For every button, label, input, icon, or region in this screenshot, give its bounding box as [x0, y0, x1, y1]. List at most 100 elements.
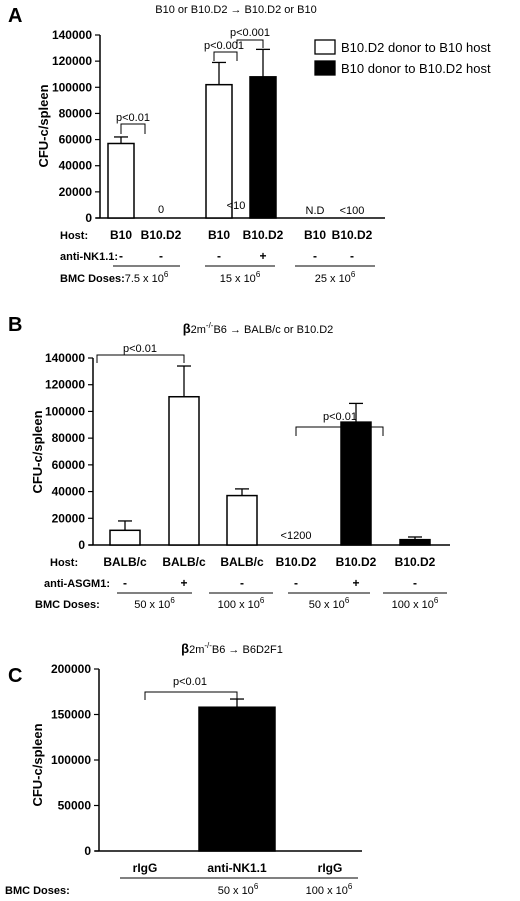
dose-label: 100 x 106	[218, 596, 265, 611]
significance-label: p<0.01	[116, 112, 150, 124]
dose-label: 15 x 106	[220, 270, 261, 285]
row-label-bmc: BMC Doses:	[5, 885, 70, 897]
row-label-bmc: BMC Doses:	[60, 273, 125, 285]
significance-label: p<0.01	[123, 343, 157, 355]
value-annotation: <10	[227, 200, 246, 212]
chart-title: β2m-/-B6 → BALB/c or B10.D2	[183, 321, 334, 336]
row-label-treatment: anti-ASGM1:	[44, 578, 110, 590]
category-label: BALB/c	[162, 555, 206, 569]
value-annotation: <1200	[281, 530, 312, 542]
y-tick-label: 100000	[45, 404, 85, 418]
y-tick-label: 150000	[51, 708, 91, 722]
y-tick-label: 120000	[45, 378, 85, 392]
panel-a: A B10 or B10.D2 → B10.D2 or B10 CFU-c/sp…	[8, 4, 491, 285]
dose-groups: 7.5 x 106 15 x 106 25 x 106	[113, 265, 375, 285]
y-tick-label: 60000	[52, 458, 86, 472]
category-label: anti-NK1.1	[207, 861, 267, 875]
bar	[226, 494, 258, 546]
host-labels: B10 B10.D2 B10 B10.D2 B10 B10.D2	[110, 228, 373, 242]
bar	[205, 83, 233, 219]
y-tick-label: 60000	[59, 133, 93, 147]
treatment-mark: -	[119, 249, 123, 263]
y-tick-label: 0	[84, 844, 91, 858]
treatment-mark: +	[259, 249, 266, 263]
y-tick-label: 20000	[52, 511, 86, 525]
panel-b: B β2m-/-B6 → BALB/c or B10.D2 CFU-c/sple…	[8, 314, 450, 611]
category-label: B10	[208, 228, 230, 242]
category-label: B10	[304, 228, 326, 242]
dose-label: 7.5 x 106	[125, 270, 169, 285]
panel-letter: C	[8, 665, 22, 687]
y-tick-label: 20000	[59, 185, 93, 199]
treatment-mark: -	[123, 576, 127, 590]
category-label: B10.D2	[276, 555, 317, 569]
y-tick-label: 200000	[51, 662, 91, 676]
dose-label: 50 x 106	[309, 596, 350, 611]
treatment-labels: - - - + - -	[119, 249, 354, 263]
legend-entry: B10.D2 donor to B10 host	[341, 40, 491, 55]
bar	[168, 395, 200, 546]
panel-letter: A	[8, 5, 22, 27]
y-axis-label: CFU-c/spleen	[36, 84, 51, 167]
y-tick-label: 80000	[52, 431, 86, 445]
y-tick-label: 80000	[59, 106, 93, 120]
category-label: B10.D2	[332, 228, 373, 242]
bar	[198, 706, 276, 852]
bars	[198, 698, 276, 852]
category-label: B10.D2	[395, 555, 436, 569]
value-annotation: N.D	[306, 205, 325, 217]
panel-c: C β2m-/-B6 → B6D2F1 CFU-c/spleen 0 50000 1…	[5, 641, 362, 897]
bars	[107, 48, 277, 219]
row-label-treatment: anti-NK1.1:	[60, 251, 118, 263]
legend-swatch-filled	[314, 60, 336, 76]
dose-groups: 50 x 106 100 x 106	[120, 877, 358, 897]
category-labels: rIgG anti-NK1.1 rIgG	[133, 861, 343, 875]
bar	[340, 421, 372, 546]
panel-letter: B	[8, 314, 22, 336]
category-label: B10.D2	[141, 228, 182, 242]
row-label-bmc: BMC Doses:	[35, 599, 100, 611]
y-ticks: 0 20000 40000 60000 80000 100000 120000 140000	[52, 28, 100, 225]
bar	[107, 142, 135, 219]
y-tick-label: 120000	[52, 54, 92, 68]
significance-bracket	[144, 691, 238, 700]
treatment-mark: +	[352, 576, 359, 590]
y-tick-label: 40000	[59, 159, 93, 173]
y-axis-label: CFU-c/spleen	[30, 410, 45, 493]
significance-bracket	[96, 354, 185, 363]
category-label: rIgG	[318, 861, 343, 875]
treatment-mark: -	[240, 576, 244, 590]
y-tick-label: 140000	[52, 28, 92, 42]
bar	[249, 76, 277, 219]
treatment-mark: -	[350, 249, 354, 263]
category-label: BALB/c	[220, 555, 264, 569]
significance-label: p<0.001	[230, 27, 270, 39]
y-ticks: 0 50000 100000 150000 200000	[51, 662, 99, 858]
dose-label: 100 x 106	[306, 882, 353, 897]
row-label-host: Host:	[50, 557, 78, 569]
treatment-labels: - + - - + -	[123, 576, 417, 590]
category-label: rIgG	[133, 861, 158, 875]
category-label: B10	[110, 228, 132, 242]
value-annotation: <100	[340, 205, 365, 217]
treatment-mark: -	[294, 576, 298, 590]
dose-label: 50 x 106	[218, 882, 259, 897]
y-tick-label: 0	[78, 538, 85, 552]
legend-swatch-open	[314, 39, 336, 55]
significance-bracket	[295, 426, 384, 436]
category-label: BALB/c	[103, 555, 147, 569]
category-label: B10.D2	[243, 228, 284, 242]
y-ticks: 0 20000 40000 60000 80000 100000 120000 140000	[45, 351, 93, 552]
treatment-mark: -	[313, 249, 317, 263]
dose-label: 25 x 106	[315, 270, 356, 285]
y-tick-label: 0	[85, 211, 92, 225]
treatment-mark: -	[159, 249, 163, 263]
bar	[399, 538, 431, 546]
bars	[109, 365, 431, 546]
treatment-mark: -	[217, 249, 221, 263]
significance-label: p<0.001	[204, 40, 244, 52]
y-tick-label: 50000	[58, 799, 92, 813]
row-label-host: Host:	[60, 230, 88, 242]
significance-bracket	[120, 123, 146, 134]
